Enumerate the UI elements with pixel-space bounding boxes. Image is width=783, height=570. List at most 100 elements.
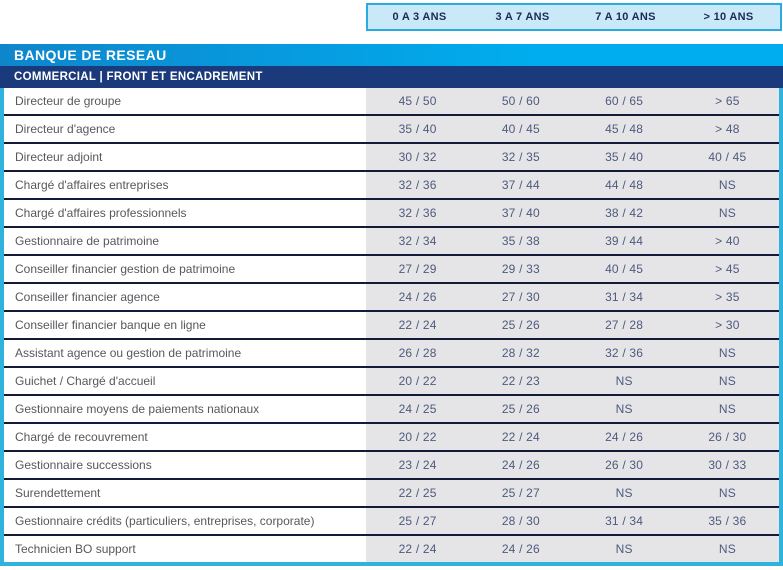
salary-range-cell: 45 / 48 <box>605 122 644 136</box>
experience-header-7-10: 7 A 10 ANS <box>595 11 656 23</box>
salary-range-cell: > 30 <box>715 318 740 332</box>
salary-range-cell: 32 / 36 <box>605 346 644 360</box>
salary-values-group: 27 / 29 29 / 33 40 / 45 > 45 <box>366 256 779 282</box>
salary-range-cell: 24 / 26 <box>605 430 644 444</box>
job-title-label: Conseiller financier gestion de patrimoi… <box>4 256 366 282</box>
salary-range-cell: 28 / 32 <box>501 346 540 360</box>
salary-range-cell: 44 / 48 <box>605 178 644 192</box>
table-row: Gestionnaire crédits (particuliers, entr… <box>4 506 779 534</box>
salary-range-cell: 32 / 36 <box>398 206 437 220</box>
salary-range-cell: NS <box>718 346 736 360</box>
salary-range-cell: 32 / 36 <box>398 178 437 192</box>
salary-range-cell: > 65 <box>715 94 740 108</box>
salary-range-cell: NS <box>718 486 736 500</box>
salary-range-cell: 40 / 45 <box>708 150 747 164</box>
job-title-label: Directeur d'agence <box>4 116 366 142</box>
salary-range-cell: 39 / 44 <box>605 234 644 248</box>
job-title-label: Guichet / Chargé d'accueil <box>4 368 366 394</box>
job-title-label: Gestionnaire moyens de paiements nationa… <box>4 396 366 422</box>
table-row: Gestionnaire de patrimoine 32 / 34 35 / 38… <box>4 226 779 254</box>
salary-range-cell: 40 / 45 <box>501 122 540 136</box>
salary-values-group: 20 / 22 22 / 24 24 / 26 26 / 30 <box>366 424 779 450</box>
salary-values-group: 35 / 40 40 / 45 45 / 48 > 48 <box>366 116 779 142</box>
salary-range-cell: > 45 <box>715 262 740 276</box>
salary-range-cell: 24 / 26 <box>501 458 540 472</box>
section-title-band: BANQUE DE RESEAU <box>0 44 783 66</box>
salary-range-cell: 30 / 32 <box>398 150 437 164</box>
experience-header-10-plus: > 10 ANS <box>703 11 754 23</box>
salary-range-cell: 24 / 25 <box>398 402 437 416</box>
job-title-label: Surendettement <box>4 480 366 506</box>
salary-range-cell: NS <box>615 402 633 416</box>
salary-range-cell: 23 / 24 <box>398 458 437 472</box>
salary-range-cell: 60 / 65 <box>605 94 644 108</box>
salary-values-group: 23 / 24 24 / 26 26 / 30 30 / 33 <box>366 452 779 478</box>
salary-table-body: Directeur de groupe 45 / 50 50 / 60 60 / 65… <box>0 88 783 566</box>
salary-range-cell: 29 / 33 <box>501 262 540 276</box>
salary-range-cell: 37 / 44 <box>501 178 540 192</box>
salary-range-cell: 20 / 22 <box>398 374 437 388</box>
salary-range-cell: 26 / 28 <box>398 346 437 360</box>
salary-range-cell: 22 / 24 <box>398 542 437 556</box>
salary-range-cell: 25 / 26 <box>501 318 540 332</box>
subsection-title: COMMERCIAL | FRONT ET ENCADREMENT <box>14 71 263 83</box>
salary-range-cell: 27 / 29 <box>398 262 437 276</box>
salary-values-group: 32 / 34 35 / 38 39 / 44 > 40 <box>366 228 779 254</box>
table-row: Guichet / Chargé d'accueil 20 / 22 22 / 23… <box>4 366 779 394</box>
salary-values-group: 32 / 36 37 / 40 38 / 42 NS <box>366 200 779 226</box>
salary-values-group: 24 / 25 25 / 26 NS NS <box>366 396 779 422</box>
salary-values-group: 22 / 24 24 / 26 NS NS <box>366 536 779 562</box>
experience-header-row: 0 A 3 ANS 3 A 7 ANS 7 A 10 ANS > 10 ANS <box>366 3 782 31</box>
salary-range-cell: 27 / 28 <box>605 318 644 332</box>
salary-range-cell: NS <box>718 206 736 220</box>
salary-range-cell: > 48 <box>715 122 740 136</box>
table-row: Conseiller financier gestion de patrimoi… <box>4 254 779 282</box>
table-row: Directeur d'agence 35 / 40 40 / 45 45 / 48 >… <box>4 114 779 142</box>
job-title-label: Gestionnaire de patrimoine <box>4 228 366 254</box>
salary-range-cell: > 35 <box>715 290 740 304</box>
table-row: Assistant agence ou gestion de patrimoin… <box>4 338 779 366</box>
job-title-label: Technicien BO support <box>4 536 366 562</box>
job-title-label: Directeur adjoint <box>4 144 366 170</box>
salary-range-cell: NS <box>718 374 736 388</box>
salary-range-cell: NS <box>615 542 633 556</box>
experience-header-3-7: 3 A 7 ANS <box>495 11 550 23</box>
table-row: Directeur de groupe 45 / 50 50 / 60 60 / 65… <box>4 88 779 114</box>
salary-range-cell: 24 / 26 <box>398 290 437 304</box>
salary-range-cell: 26 / 30 <box>708 430 747 444</box>
salary-range-cell: 35 / 40 <box>605 150 644 164</box>
salary-range-cell: 24 / 26 <box>501 542 540 556</box>
table-row: Technicien BO support 22 / 24 24 / 26 NS NS <box>4 534 779 562</box>
salary-values-group: 45 / 50 50 / 60 60 / 65 > 65 <box>366 88 779 114</box>
table-row: Directeur adjoint 30 / 32 32 / 35 35 / 40 40… <box>4 142 779 170</box>
salary-range-cell: 38 / 42 <box>605 206 644 220</box>
salary-range-cell: 20 / 22 <box>398 430 437 444</box>
salary-values-group: 25 / 27 28 / 30 31 / 34 35 / 36 <box>366 508 779 534</box>
salary-range-cell: 30 / 33 <box>708 458 747 472</box>
experience-header-0-3: 0 A 3 ANS <box>392 11 447 23</box>
salary-values-group: 24 / 26 27 / 30 31 / 34 > 35 <box>366 284 779 310</box>
salary-range-cell: 25 / 27 <box>398 514 437 528</box>
salary-range-cell: 35 / 36 <box>708 514 747 528</box>
salary-range-cell: 22 / 24 <box>501 430 540 444</box>
job-title-label: Chargé d'affaires professionnels <box>4 200 366 226</box>
salary-range-cell: 22 / 24 <box>398 318 437 332</box>
job-title-label: Conseiller financier banque en ligne <box>4 312 366 338</box>
job-title-label: Conseiller financier agence <box>4 284 366 310</box>
table-row: Chargé de recouvrement 20 / 22 22 / 24 24 /… <box>4 422 779 450</box>
subsection-title-band: COMMERCIAL | FRONT ET ENCADREMENT <box>0 66 783 88</box>
salary-values-group: 32 / 36 37 / 44 44 / 48 NS <box>366 172 779 198</box>
salary-range-cell: 45 / 50 <box>398 94 437 108</box>
table-row: Surendettement 22 / 25 25 / 27 NS NS <box>4 478 779 506</box>
job-title-label: Directeur de groupe <box>4 88 366 114</box>
table-row: Chargé d'affaires professionnels 32 / 36 3… <box>4 198 779 226</box>
job-title-label: Assistant agence ou gestion de patrimoin… <box>4 340 366 366</box>
salary-values-group: 22 / 25 25 / 27 NS NS <box>366 480 779 506</box>
table-row: Gestionnaire successions 23 / 24 24 / 26 26… <box>4 450 779 478</box>
salary-range-cell: 35 / 40 <box>398 122 437 136</box>
salary-range-cell: 27 / 30 <box>501 290 540 304</box>
salary-range-cell: 50 / 60 <box>501 94 540 108</box>
table-row: Gestionnaire moyens de paiements nationa… <box>4 394 779 422</box>
job-title-label: Gestionnaire crédits (particuliers, entr… <box>4 508 366 534</box>
salary-range-cell: 25 / 27 <box>501 486 540 500</box>
